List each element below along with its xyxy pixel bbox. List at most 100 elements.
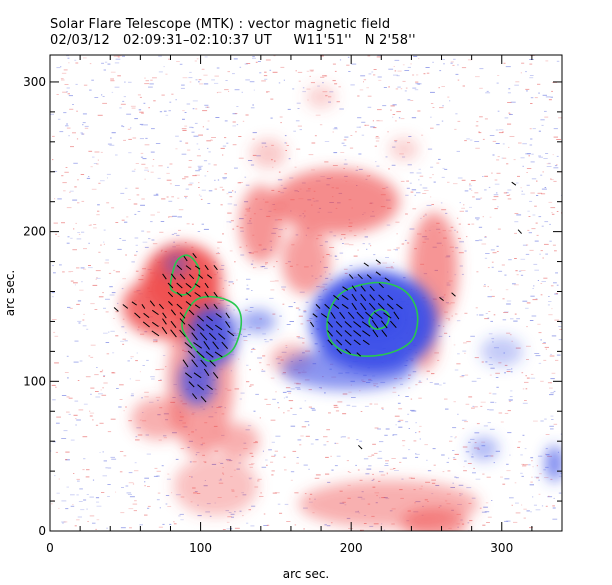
noise-speck — [68, 397, 73, 399]
positive-region — [306, 84, 337, 109]
noise-speck — [478, 239, 483, 241]
noise-speck — [102, 102, 107, 104]
noise-speck — [367, 106, 372, 108]
noise-speck — [405, 213, 408, 215]
noise-speck — [438, 87, 440, 89]
noise-speck — [406, 180, 409, 182]
field-vector — [348, 274, 354, 280]
noise-speck — [82, 113, 87, 115]
noise-speck — [70, 146, 74, 148]
field-vector — [375, 271, 381, 276]
noise-speck — [462, 446, 468, 448]
noise-speck — [485, 253, 490, 254]
noise-speck — [146, 231, 151, 233]
noise-speck — [77, 516, 82, 518]
negative-region — [281, 348, 415, 391]
noise-speck — [70, 439, 75, 441]
noise-speck — [385, 267, 391, 269]
noise-speck — [300, 435, 304, 437]
noise-speck — [523, 508, 527, 510]
noise-speck — [414, 194, 416, 196]
noise-speck — [525, 71, 527, 73]
noise-speck — [140, 204, 145, 206]
noise-speck — [484, 118, 488, 120]
noise-speck — [296, 102, 301, 104]
noise-speck — [309, 69, 314, 71]
field-vector — [167, 282, 174, 289]
noise-speck — [297, 439, 302, 441]
negative-region — [468, 436, 499, 461]
noise-speck — [448, 335, 451, 337]
noise-speck — [121, 288, 124, 290]
noise-speck — [359, 479, 363, 481]
noise-speck — [252, 132, 257, 134]
noise-speck — [271, 470, 275, 472]
noise-speck — [465, 451, 470, 453]
noise-speck — [92, 479, 95, 481]
noise-speck — [475, 147, 480, 149]
noise-speck — [282, 391, 287, 393]
noise-speck — [392, 391, 397, 393]
noise-speck — [76, 419, 81, 421]
noise-speck — [94, 309, 98, 310]
noise-speck — [468, 396, 473, 398]
noise-speck — [297, 337, 303, 339]
noise-speck — [326, 429, 330, 431]
noise-speck — [526, 302, 531, 304]
noise-speck — [482, 524, 486, 526]
noise-speck — [289, 177, 294, 179]
positive-region — [400, 508, 468, 531]
noise-speck — [431, 204, 434, 205]
field-vector — [204, 264, 209, 271]
noise-speck — [333, 152, 338, 154]
noise-speck — [495, 143, 500, 144]
noise-speck — [137, 434, 143, 436]
noise-speck — [459, 241, 464, 243]
noise-speck — [191, 131, 195, 133]
field-vector — [176, 282, 183, 289]
noise-speck — [498, 270, 503, 272]
noise-speck — [134, 213, 137, 215]
field-vector — [199, 332, 208, 341]
noise-speck — [488, 186, 491, 188]
field-vector — [167, 291, 174, 298]
noise-speck — [107, 484, 111, 485]
noise-speck — [420, 217, 422, 219]
noise-speck — [495, 377, 499, 378]
y-tick-label: 100 — [23, 374, 46, 388]
noise-speck — [113, 318, 115, 319]
noise-speck — [520, 270, 526, 271]
noise-speck — [144, 485, 146, 487]
noise-speck — [364, 236, 368, 238]
noise-speck — [227, 516, 232, 518]
noise-speck — [155, 396, 161, 398]
noise-speck — [110, 456, 115, 458]
noise-speck — [287, 410, 290, 412]
field-vector — [185, 292, 192, 297]
noise-speck — [514, 258, 517, 259]
noise-speck — [493, 194, 499, 196]
noise-speck — [538, 156, 543, 158]
noise-speck — [222, 145, 227, 147]
noise-speck — [259, 496, 264, 497]
noise-speck — [226, 142, 229, 144]
noise-speck — [551, 335, 557, 337]
noise-speck — [447, 96, 450, 98]
field-vector — [336, 348, 342, 355]
noise-speck — [194, 60, 197, 62]
noise-speck — [174, 232, 177, 234]
noise-speck — [132, 137, 137, 139]
noise-speck — [464, 250, 467, 252]
noise-speck — [522, 434, 525, 436]
noise-speck — [123, 455, 127, 457]
noise-speck — [250, 107, 255, 109]
noise-speck — [217, 179, 220, 181]
noise-speck — [540, 339, 542, 341]
noise-speck — [284, 469, 287, 471]
noise-speck — [255, 61, 258, 63]
noise-speck — [410, 63, 412, 65]
noise-speck — [397, 86, 401, 88]
noise-speck — [371, 480, 374, 481]
noise-speck — [398, 419, 404, 421]
